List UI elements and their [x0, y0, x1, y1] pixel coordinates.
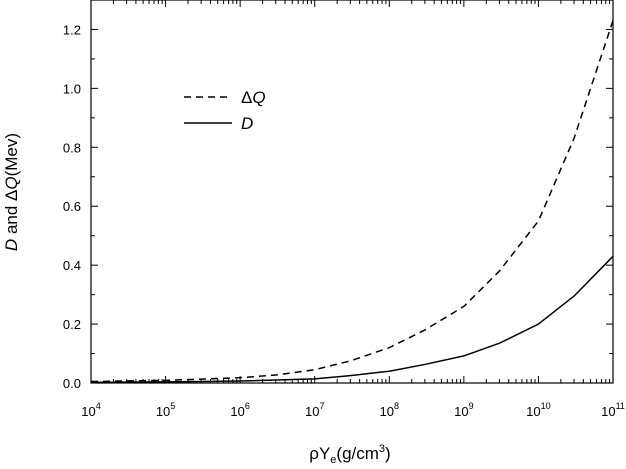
series-line-delta-q — [90, 20, 614, 383]
x-tick-label: 1010 — [526, 401, 550, 419]
x-tick-label: 107 — [305, 401, 324, 419]
x-tick-labels: 104 105 106 107 108 109 1010 1011 — [81, 401, 625, 419]
x-tick-label: 106 — [230, 401, 249, 419]
legend-label-dq: ΔQ — [241, 88, 266, 107]
legend-label-d: D — [241, 114, 253, 133]
y-tick-labels: 0.0 0.2 0.4 0.6 0.8 1.0 1.2 — [63, 22, 81, 391]
y-axis-title: D and ΔQ(Mev) — [2, 133, 21, 251]
x-tick-label: 104 — [81, 401, 100, 419]
y-tick-label: 0.2 — [63, 317, 81, 332]
legend: ΔQ D — [184, 88, 266, 133]
y-tick-label: 0.6 — [63, 199, 81, 214]
x-tick-label: 1011 — [601, 401, 625, 419]
x-tick-label: 109 — [454, 401, 473, 419]
x-tick-label: 108 — [380, 401, 399, 419]
plot-frame — [90, 0, 614, 384]
axis-ticks — [90, 0, 614, 384]
series-line-d — [90, 255, 614, 384]
x-axis-title: ρYe(g/cm3) — [309, 443, 390, 466]
x-tick-label: 105 — [156, 401, 175, 419]
y-tick-label: 0.4 — [63, 258, 81, 273]
y-tick-label: 0.8 — [63, 140, 81, 155]
y-tick-label: 1.0 — [63, 81, 81, 96]
y-tick-label: 1.2 — [63, 22, 81, 37]
series-group — [90, 20, 614, 384]
y-tick-label: 0.0 — [63, 376, 81, 391]
